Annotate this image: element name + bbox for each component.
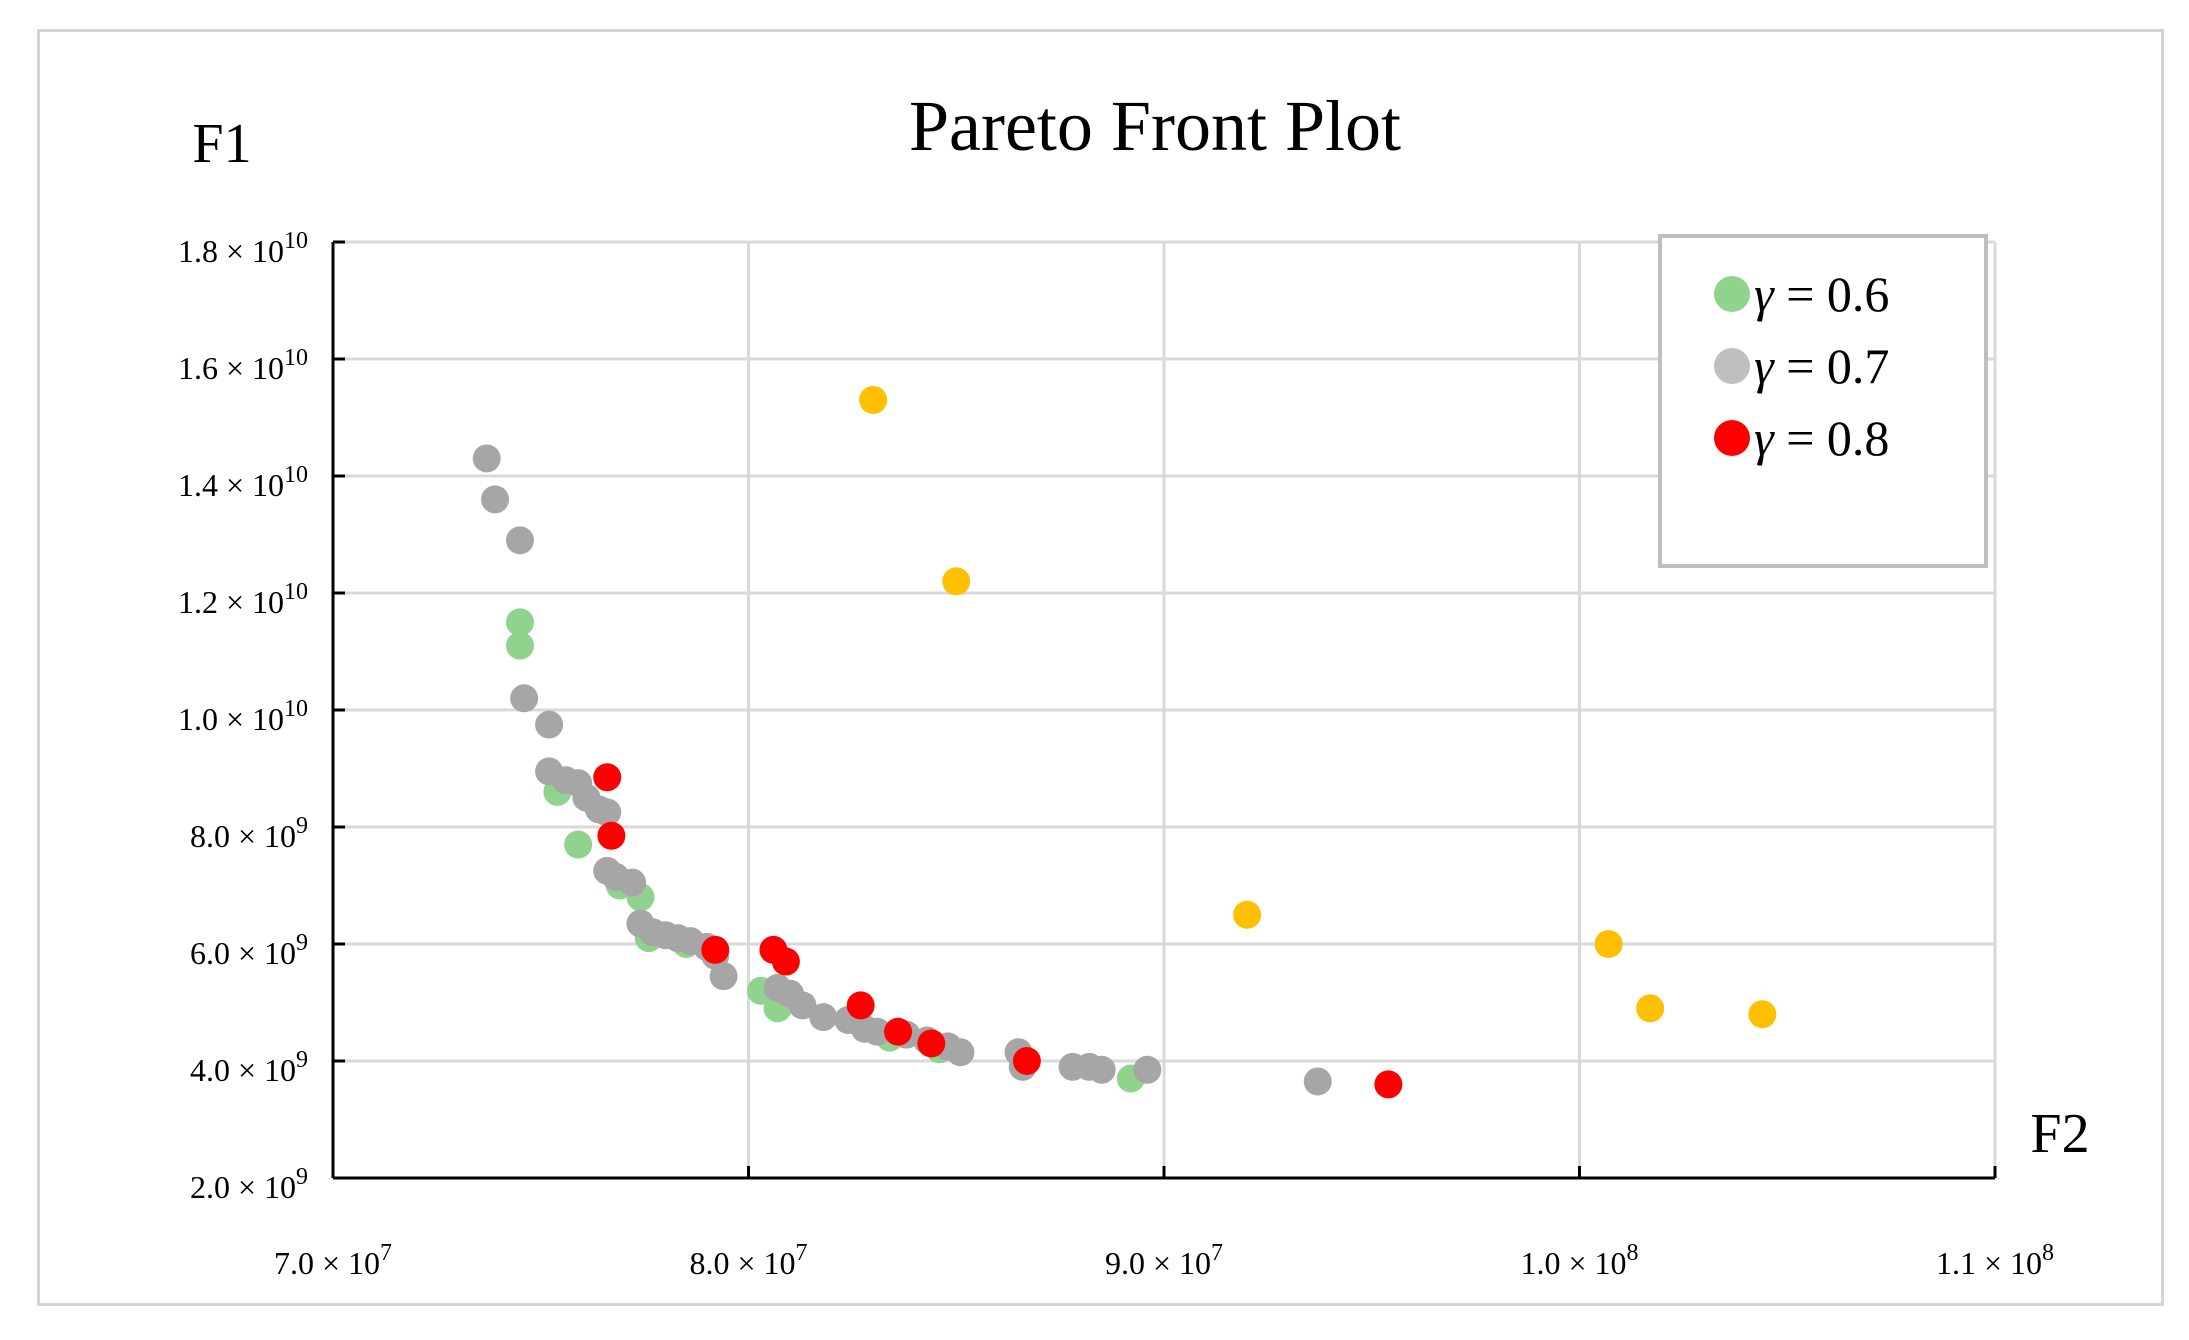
x-tick-label: 7.0 × 107 (274, 1240, 392, 1281)
data-points (472, 385, 1777, 1099)
y-tick-label: 1.0 × 1010 (178, 696, 308, 737)
data-point-series-1 (946, 1038, 975, 1067)
legend-label: γ = 0.7 (1754, 338, 1889, 394)
data-point-series-3 (859, 385, 888, 414)
data-point-series-2 (1374, 1070, 1403, 1099)
legend-marker (1714, 276, 1750, 312)
legend-label: γ = 0.8 (1754, 410, 1889, 466)
data-point-series-0 (505, 608, 534, 637)
data-point-series-1 (1133, 1055, 1162, 1084)
y-tick-label: 4.0 × 109 (190, 1047, 308, 1088)
y-tick-label: 8.0 × 109 (190, 813, 308, 854)
tick-labels: 2.0 × 109 4.0 × 109 6.0 × 109 8.0 × 109 1.0 … (178, 228, 2054, 1281)
data-point-series-3 (1748, 1000, 1777, 1029)
data-point-series-1 (809, 1003, 838, 1032)
chart-title: Pareto Front Plot (909, 86, 1401, 166)
data-point-series-1 (863, 1017, 892, 1046)
data-point-series-1 (481, 485, 510, 514)
axes (331, 240, 1997, 1180)
x-tick-label: 8.0 × 107 (689, 1240, 807, 1281)
data-point-series-3 (1636, 994, 1665, 1023)
data-point-series-2 (593, 763, 622, 792)
y-tick-label: 1.2 × 1010 (178, 579, 308, 620)
data-point-series-2 (917, 1029, 946, 1058)
x-axis-label: F2 (2030, 1103, 2089, 1165)
data-point-series-2 (597, 821, 626, 850)
legend-label: γ = 0.6 (1754, 266, 1889, 322)
y-axis-label: F1 (192, 113, 251, 175)
legend-marker (1714, 420, 1750, 456)
y-tick-label: 1.8 × 1010 (178, 228, 308, 269)
grid-lines (333, 240, 1997, 1178)
data-point-series-2 (1012, 1047, 1041, 1075)
data-point-series-1 (1303, 1067, 1332, 1096)
data-point-series-2 (771, 947, 800, 976)
data-point-series-0 (505, 631, 534, 660)
data-point-series-2 (884, 1017, 913, 1046)
x-tick-label: 9.0 × 107 (1105, 1240, 1223, 1281)
y-tick-label: 2.0 × 109 (190, 1164, 308, 1205)
data-point-series-2 (846, 991, 875, 1020)
data-point-series-1 (1087, 1055, 1116, 1084)
y-tick-label: 1.4 × 1010 (178, 462, 308, 503)
legend: γ = 0.6 γ = 0.7 γ = 0.8 (1658, 234, 1988, 568)
data-point-series-3 (942, 567, 971, 596)
x-tick-label: 1.0 × 108 (1520, 1240, 1638, 1281)
data-point-series-3 (1233, 900, 1262, 929)
data-point-series-1 (788, 991, 817, 1020)
data-point-series-1 (472, 444, 501, 473)
x-tick-label: 1.1 × 108 (1936, 1240, 2054, 1281)
data-point-series-1 (593, 798, 622, 827)
y-tick-label: 1.6 × 1010 (178, 345, 308, 386)
data-point-series-1 (618, 868, 647, 897)
data-point-series-1 (510, 684, 539, 713)
legend-marker (1714, 348, 1750, 384)
data-point-series-1 (709, 962, 738, 991)
data-point-series-1 (535, 710, 564, 739)
data-point-series-1 (505, 526, 534, 555)
data-point-series-2 (701, 935, 730, 964)
data-point-series-3 (1594, 930, 1623, 958)
data-point-series-0 (564, 830, 593, 859)
y-tick-label: 6.0 × 109 (190, 930, 308, 971)
